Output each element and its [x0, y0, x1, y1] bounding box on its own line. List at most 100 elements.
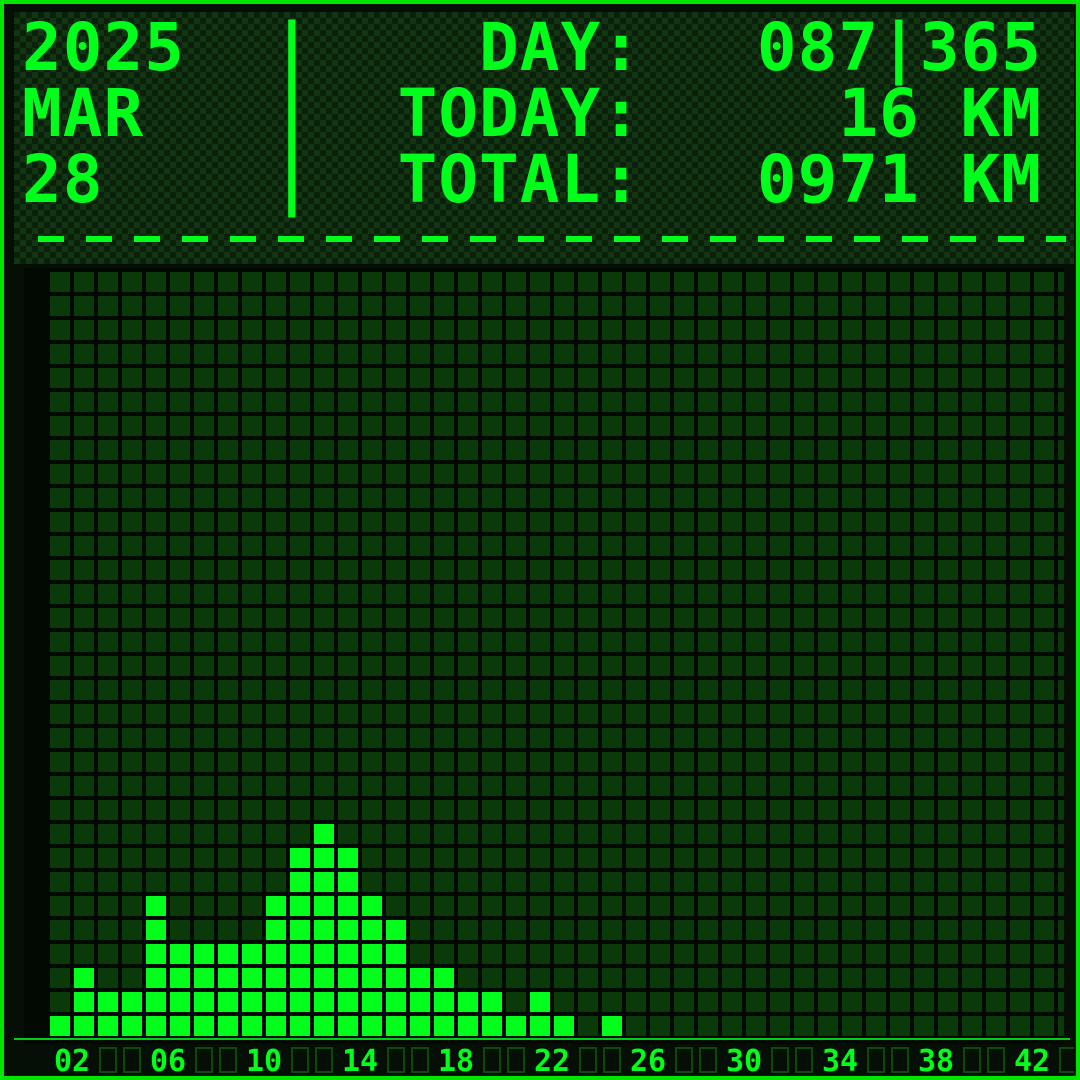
grid-cell — [914, 968, 934, 988]
grid-cell — [866, 680, 886, 700]
grid-cell — [170, 536, 190, 556]
grid-cell — [578, 728, 598, 748]
grid-cell — [74, 584, 94, 604]
grid-cell — [1010, 776, 1030, 796]
grid-cell — [146, 272, 166, 292]
bar-cell-lit — [146, 920, 166, 940]
grid-cell — [770, 344, 790, 364]
grid-cell — [338, 440, 358, 460]
grid-cell — [866, 368, 886, 388]
bar-cell-lit — [290, 992, 310, 1012]
grid-cell — [602, 560, 622, 580]
grid-cell — [506, 848, 526, 868]
grid-cell — [578, 392, 598, 412]
grid-cell — [962, 488, 982, 508]
grid-cell — [74, 392, 94, 412]
bar-cell-lit — [386, 920, 406, 940]
separator: | — [272, 9, 313, 86]
grid-cell — [290, 536, 310, 556]
grid-cell — [242, 488, 262, 508]
divider-dash — [1046, 236, 1066, 242]
x-axis-segment — [891, 1047, 909, 1073]
bar-cell-lit — [290, 944, 310, 964]
grid-cell — [50, 824, 70, 844]
grid-cell — [146, 488, 166, 508]
grid-cell — [650, 296, 670, 316]
bar-cell-lit — [146, 896, 166, 916]
grid-cell — [578, 752, 598, 772]
grid-cell — [578, 968, 598, 988]
grid-cell — [314, 320, 334, 340]
grid-cell — [218, 848, 238, 868]
grid-cell — [1010, 968, 1030, 988]
bar-cell-lit — [410, 968, 430, 988]
grid-cell — [818, 512, 838, 532]
grid-cell — [362, 488, 382, 508]
grid-cell — [506, 800, 526, 820]
grid-cell — [914, 512, 934, 532]
grid-cell — [818, 464, 838, 484]
x-tick-label: 10 — [246, 1044, 282, 1078]
grid-cell — [746, 848, 766, 868]
grid-cell — [626, 776, 646, 796]
grid-cell — [338, 752, 358, 772]
grid-cell — [746, 272, 766, 292]
grid-cell — [74, 824, 94, 844]
grid-cell — [794, 392, 814, 412]
x-tick-label: 26 — [630, 1044, 666, 1078]
grid-cell — [98, 512, 118, 532]
grid-cell — [674, 632, 694, 652]
grid-cell — [554, 416, 574, 436]
grid-cell — [818, 1016, 838, 1036]
grid-cell — [50, 392, 70, 412]
grid-cell — [626, 632, 646, 652]
grid-cell — [434, 848, 454, 868]
grid-cell — [626, 344, 646, 364]
grid-cell — [794, 512, 814, 532]
bar-cell-lit — [362, 1016, 382, 1036]
grid-cell — [866, 560, 886, 580]
grid-cell — [1058, 824, 1064, 844]
grid-cell — [1034, 584, 1054, 604]
grid-cell — [386, 392, 406, 412]
grid-cell — [650, 464, 670, 484]
grid-cell — [266, 536, 286, 556]
grid-cell — [530, 848, 550, 868]
grid-cell — [530, 872, 550, 892]
grid-cell — [722, 440, 742, 460]
grid-cell — [986, 632, 1006, 652]
grid-cell — [794, 728, 814, 748]
grid-cell — [770, 488, 790, 508]
grid-cell — [266, 608, 286, 628]
grid-cell — [1010, 416, 1030, 436]
bar-cell-lit — [362, 968, 382, 988]
grid-cell — [242, 464, 262, 484]
grid-cell — [650, 440, 670, 460]
grid-cell — [626, 368, 646, 388]
grid-cell — [458, 920, 478, 940]
grid-cell — [146, 320, 166, 340]
grid-cell — [578, 584, 598, 604]
bar-cell-lit — [74, 968, 94, 988]
divider-dash — [374, 236, 400, 242]
grid-cell — [314, 488, 334, 508]
grid-cell — [506, 440, 526, 460]
grid-cell — [866, 968, 886, 988]
separator: | — [272, 75, 313, 152]
grid-cell — [146, 800, 166, 820]
grid-cell — [410, 536, 430, 556]
grid-cell — [938, 608, 958, 628]
grid-cell — [1058, 440, 1064, 460]
grid-cell — [602, 968, 622, 988]
grid-cell — [602, 392, 622, 412]
grid-cell — [266, 296, 286, 316]
grid-cell — [794, 584, 814, 604]
bar-cell-lit — [362, 896, 382, 916]
grid-cell — [1010, 272, 1030, 292]
grid-cell — [794, 1016, 814, 1036]
grid-cell — [938, 992, 958, 1012]
grid-cell — [1058, 848, 1064, 868]
divider-dash — [278, 236, 304, 242]
grid-cell — [842, 872, 862, 892]
grid-cell — [890, 392, 910, 412]
